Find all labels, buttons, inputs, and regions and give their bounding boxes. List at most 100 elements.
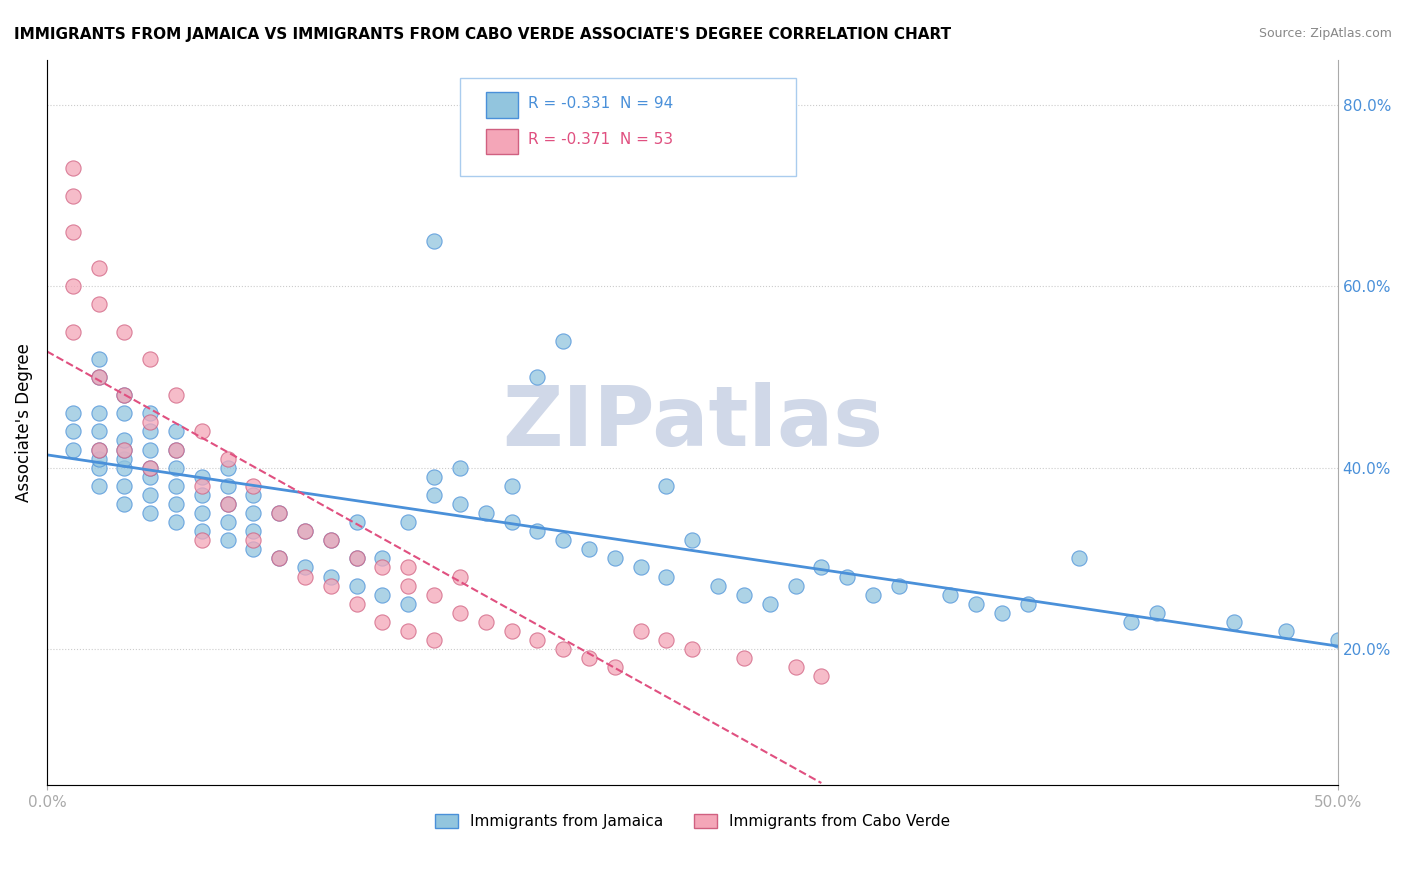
Immigrants from Jamaica: [191, 488, 214, 502]
Immigrants from Jamaica: [707, 578, 730, 592]
Immigrants from Jamaica: [449, 497, 471, 511]
Immigrants from Jamaica: [939, 588, 962, 602]
Immigrants from Jamaica: [553, 334, 575, 348]
Immigrants from Jamaica: [112, 434, 135, 448]
Immigrants from Jamaica: [139, 506, 162, 520]
Immigrants from Jamaica: [242, 488, 264, 502]
Immigrants from Jamaica: [165, 497, 187, 511]
Immigrants from Jamaica: [965, 597, 987, 611]
Immigrants from Jamaica: [785, 578, 807, 592]
Immigrants from Jamaica: [578, 542, 600, 557]
Immigrants from Cabo Verde: [319, 533, 342, 548]
Text: ZIPatlas: ZIPatlas: [502, 382, 883, 463]
Immigrants from Cabo Verde: [87, 370, 110, 384]
Immigrants from Jamaica: [655, 479, 678, 493]
Immigrants from Jamaica: [319, 533, 342, 548]
Immigrants from Cabo Verde: [139, 460, 162, 475]
Immigrants from Cabo Verde: [501, 624, 523, 638]
Immigrants from Cabo Verde: [294, 524, 316, 538]
Immigrants from Jamaica: [139, 425, 162, 439]
Immigrants from Jamaica: [1275, 624, 1298, 638]
Immigrants from Cabo Verde: [87, 442, 110, 457]
Immigrants from Cabo Verde: [62, 161, 84, 176]
Text: Source: ZipAtlas.com: Source: ZipAtlas.com: [1258, 27, 1392, 40]
Immigrants from Cabo Verde: [681, 642, 703, 657]
Immigrants from Cabo Verde: [139, 415, 162, 429]
Immigrants from Jamaica: [87, 460, 110, 475]
Immigrants from Cabo Verde: [191, 533, 214, 548]
Immigrants from Jamaica: [1146, 606, 1168, 620]
Immigrants from Jamaica: [346, 515, 368, 529]
Immigrants from Jamaica: [62, 406, 84, 420]
Immigrants from Jamaica: [346, 551, 368, 566]
Immigrants from Jamaica: [191, 524, 214, 538]
Immigrants from Jamaica: [139, 469, 162, 483]
Immigrants from Jamaica: [112, 442, 135, 457]
Immigrants from Jamaica: [165, 442, 187, 457]
Immigrants from Jamaica: [112, 479, 135, 493]
Immigrants from Jamaica: [991, 606, 1014, 620]
Immigrants from Cabo Verde: [112, 325, 135, 339]
Immigrants from Cabo Verde: [346, 551, 368, 566]
Immigrants from Jamaica: [501, 479, 523, 493]
Immigrants from Cabo Verde: [449, 569, 471, 583]
Immigrants from Jamaica: [423, 488, 446, 502]
Immigrants from Cabo Verde: [191, 479, 214, 493]
Immigrants from Jamaica: [62, 442, 84, 457]
Immigrants from Cabo Verde: [294, 569, 316, 583]
Immigrants from Cabo Verde: [346, 597, 368, 611]
Immigrants from Jamaica: [837, 569, 859, 583]
Immigrants from Cabo Verde: [62, 188, 84, 202]
Immigrants from Jamaica: [112, 388, 135, 402]
Immigrants from Jamaica: [733, 588, 755, 602]
Immigrants from Jamaica: [371, 588, 394, 602]
Immigrants from Jamaica: [1069, 551, 1091, 566]
Immigrants from Jamaica: [87, 406, 110, 420]
Immigrants from Jamaica: [112, 460, 135, 475]
Immigrants from Jamaica: [87, 425, 110, 439]
Immigrants from Jamaica: [269, 506, 291, 520]
Immigrants from Cabo Verde: [474, 615, 496, 629]
Immigrants from Jamaica: [1326, 632, 1348, 647]
Immigrants from Cabo Verde: [112, 388, 135, 402]
Immigrants from Cabo Verde: [62, 225, 84, 239]
Immigrants from Cabo Verde: [191, 425, 214, 439]
Immigrants from Jamaica: [242, 506, 264, 520]
Immigrants from Jamaica: [423, 469, 446, 483]
Immigrants from Jamaica: [862, 588, 884, 602]
Immigrants from Jamaica: [319, 569, 342, 583]
Immigrants from Cabo Verde: [785, 660, 807, 674]
Immigrants from Jamaica: [1119, 615, 1142, 629]
Immigrants from Jamaica: [217, 515, 239, 529]
Immigrants from Jamaica: [217, 533, 239, 548]
Immigrants from Jamaica: [294, 560, 316, 574]
Immigrants from Jamaica: [217, 497, 239, 511]
Immigrants from Cabo Verde: [269, 506, 291, 520]
Immigrants from Cabo Verde: [242, 533, 264, 548]
Immigrants from Cabo Verde: [733, 651, 755, 665]
Immigrants from Cabo Verde: [449, 606, 471, 620]
Immigrants from Jamaica: [242, 524, 264, 538]
Immigrants from Cabo Verde: [810, 669, 832, 683]
Immigrants from Jamaica: [62, 425, 84, 439]
Immigrants from Cabo Verde: [423, 588, 446, 602]
Immigrants from Jamaica: [139, 488, 162, 502]
Immigrants from Jamaica: [191, 506, 214, 520]
Immigrants from Cabo Verde: [139, 351, 162, 366]
Immigrants from Jamaica: [655, 569, 678, 583]
Immigrants from Jamaica: [112, 497, 135, 511]
Immigrants from Jamaica: [810, 560, 832, 574]
Immigrants from Jamaica: [1017, 597, 1039, 611]
Immigrants from Jamaica: [269, 551, 291, 566]
Immigrants from Cabo Verde: [396, 560, 419, 574]
Immigrants from Cabo Verde: [165, 388, 187, 402]
Immigrants from Jamaica: [87, 479, 110, 493]
Immigrants from Jamaica: [217, 479, 239, 493]
Immigrants from Jamaica: [87, 451, 110, 466]
Immigrants from Jamaica: [553, 533, 575, 548]
Immigrants from Jamaica: [423, 234, 446, 248]
Immigrants from Jamaica: [526, 370, 548, 384]
Immigrants from Cabo Verde: [371, 560, 394, 574]
Immigrants from Jamaica: [217, 460, 239, 475]
Immigrants from Jamaica: [87, 442, 110, 457]
